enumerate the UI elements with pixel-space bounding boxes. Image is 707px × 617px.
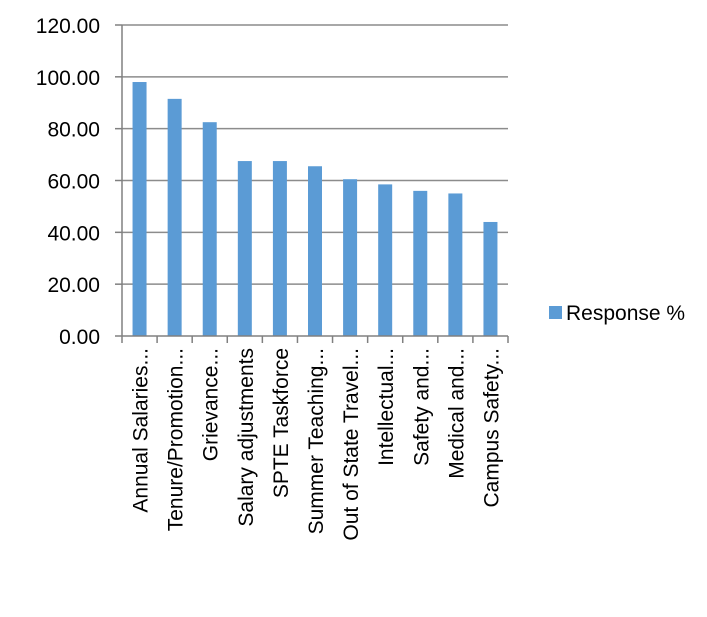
axes: [121, 25, 509, 343]
bar: [167, 98, 182, 336]
x-category-label: Safety and...: [410, 348, 433, 466]
legend[interactable]: Response %: [549, 302, 685, 325]
y-tick-label: 120.00: [36, 15, 100, 38]
x-category-label: Campus Safety...: [480, 348, 503, 508]
y-axis-tick-labels: 0.00 20.00 40.00 60.00 80.00 100.00 120.00: [36, 15, 100, 349]
y-tick-label: 0.00: [59, 326, 100, 349]
legend-label: Response %: [566, 302, 685, 325]
bar: [448, 193, 463, 336]
bar: [308, 166, 322, 336]
bar: [272, 161, 287, 336]
bar: [237, 161, 252, 336]
x-category-label: Annual Salaries...: [130, 348, 153, 513]
category-labels: Annual Salaries... Tenure/Promotion... Gri…: [130, 348, 504, 541]
x-category-label: Medical and...: [445, 348, 468, 479]
y-tick-label: 80.00: [47, 119, 100, 142]
y-tick-label: 20.00: [47, 274, 100, 297]
bar: [343, 179, 358, 336]
bar: [202, 122, 217, 336]
y-tick-label: 40.00: [47, 222, 100, 245]
bars: [132, 82, 498, 337]
x-category-label: Intellectual...: [375, 348, 398, 466]
x-category-label: Tenure/Promotion...: [165, 348, 188, 531]
y-tick-label: 100.00: [36, 67, 100, 90]
bar: [483, 221, 498, 336]
x-category-label: Out of State Travel...: [340, 348, 363, 541]
x-category-label: Summer Teaching...: [305, 348, 328, 534]
y-tick-label: 60.00: [47, 171, 100, 194]
x-category-label: Salary adjustments: [235, 348, 258, 527]
x-category-label: SPTE Taskforce: [270, 348, 293, 498]
bar: [378, 184, 393, 336]
bar: [132, 82, 147, 337]
legend-swatch: [549, 306, 562, 319]
bar: [413, 190, 428, 336]
x-category-label: Grievance...: [200, 348, 223, 461]
